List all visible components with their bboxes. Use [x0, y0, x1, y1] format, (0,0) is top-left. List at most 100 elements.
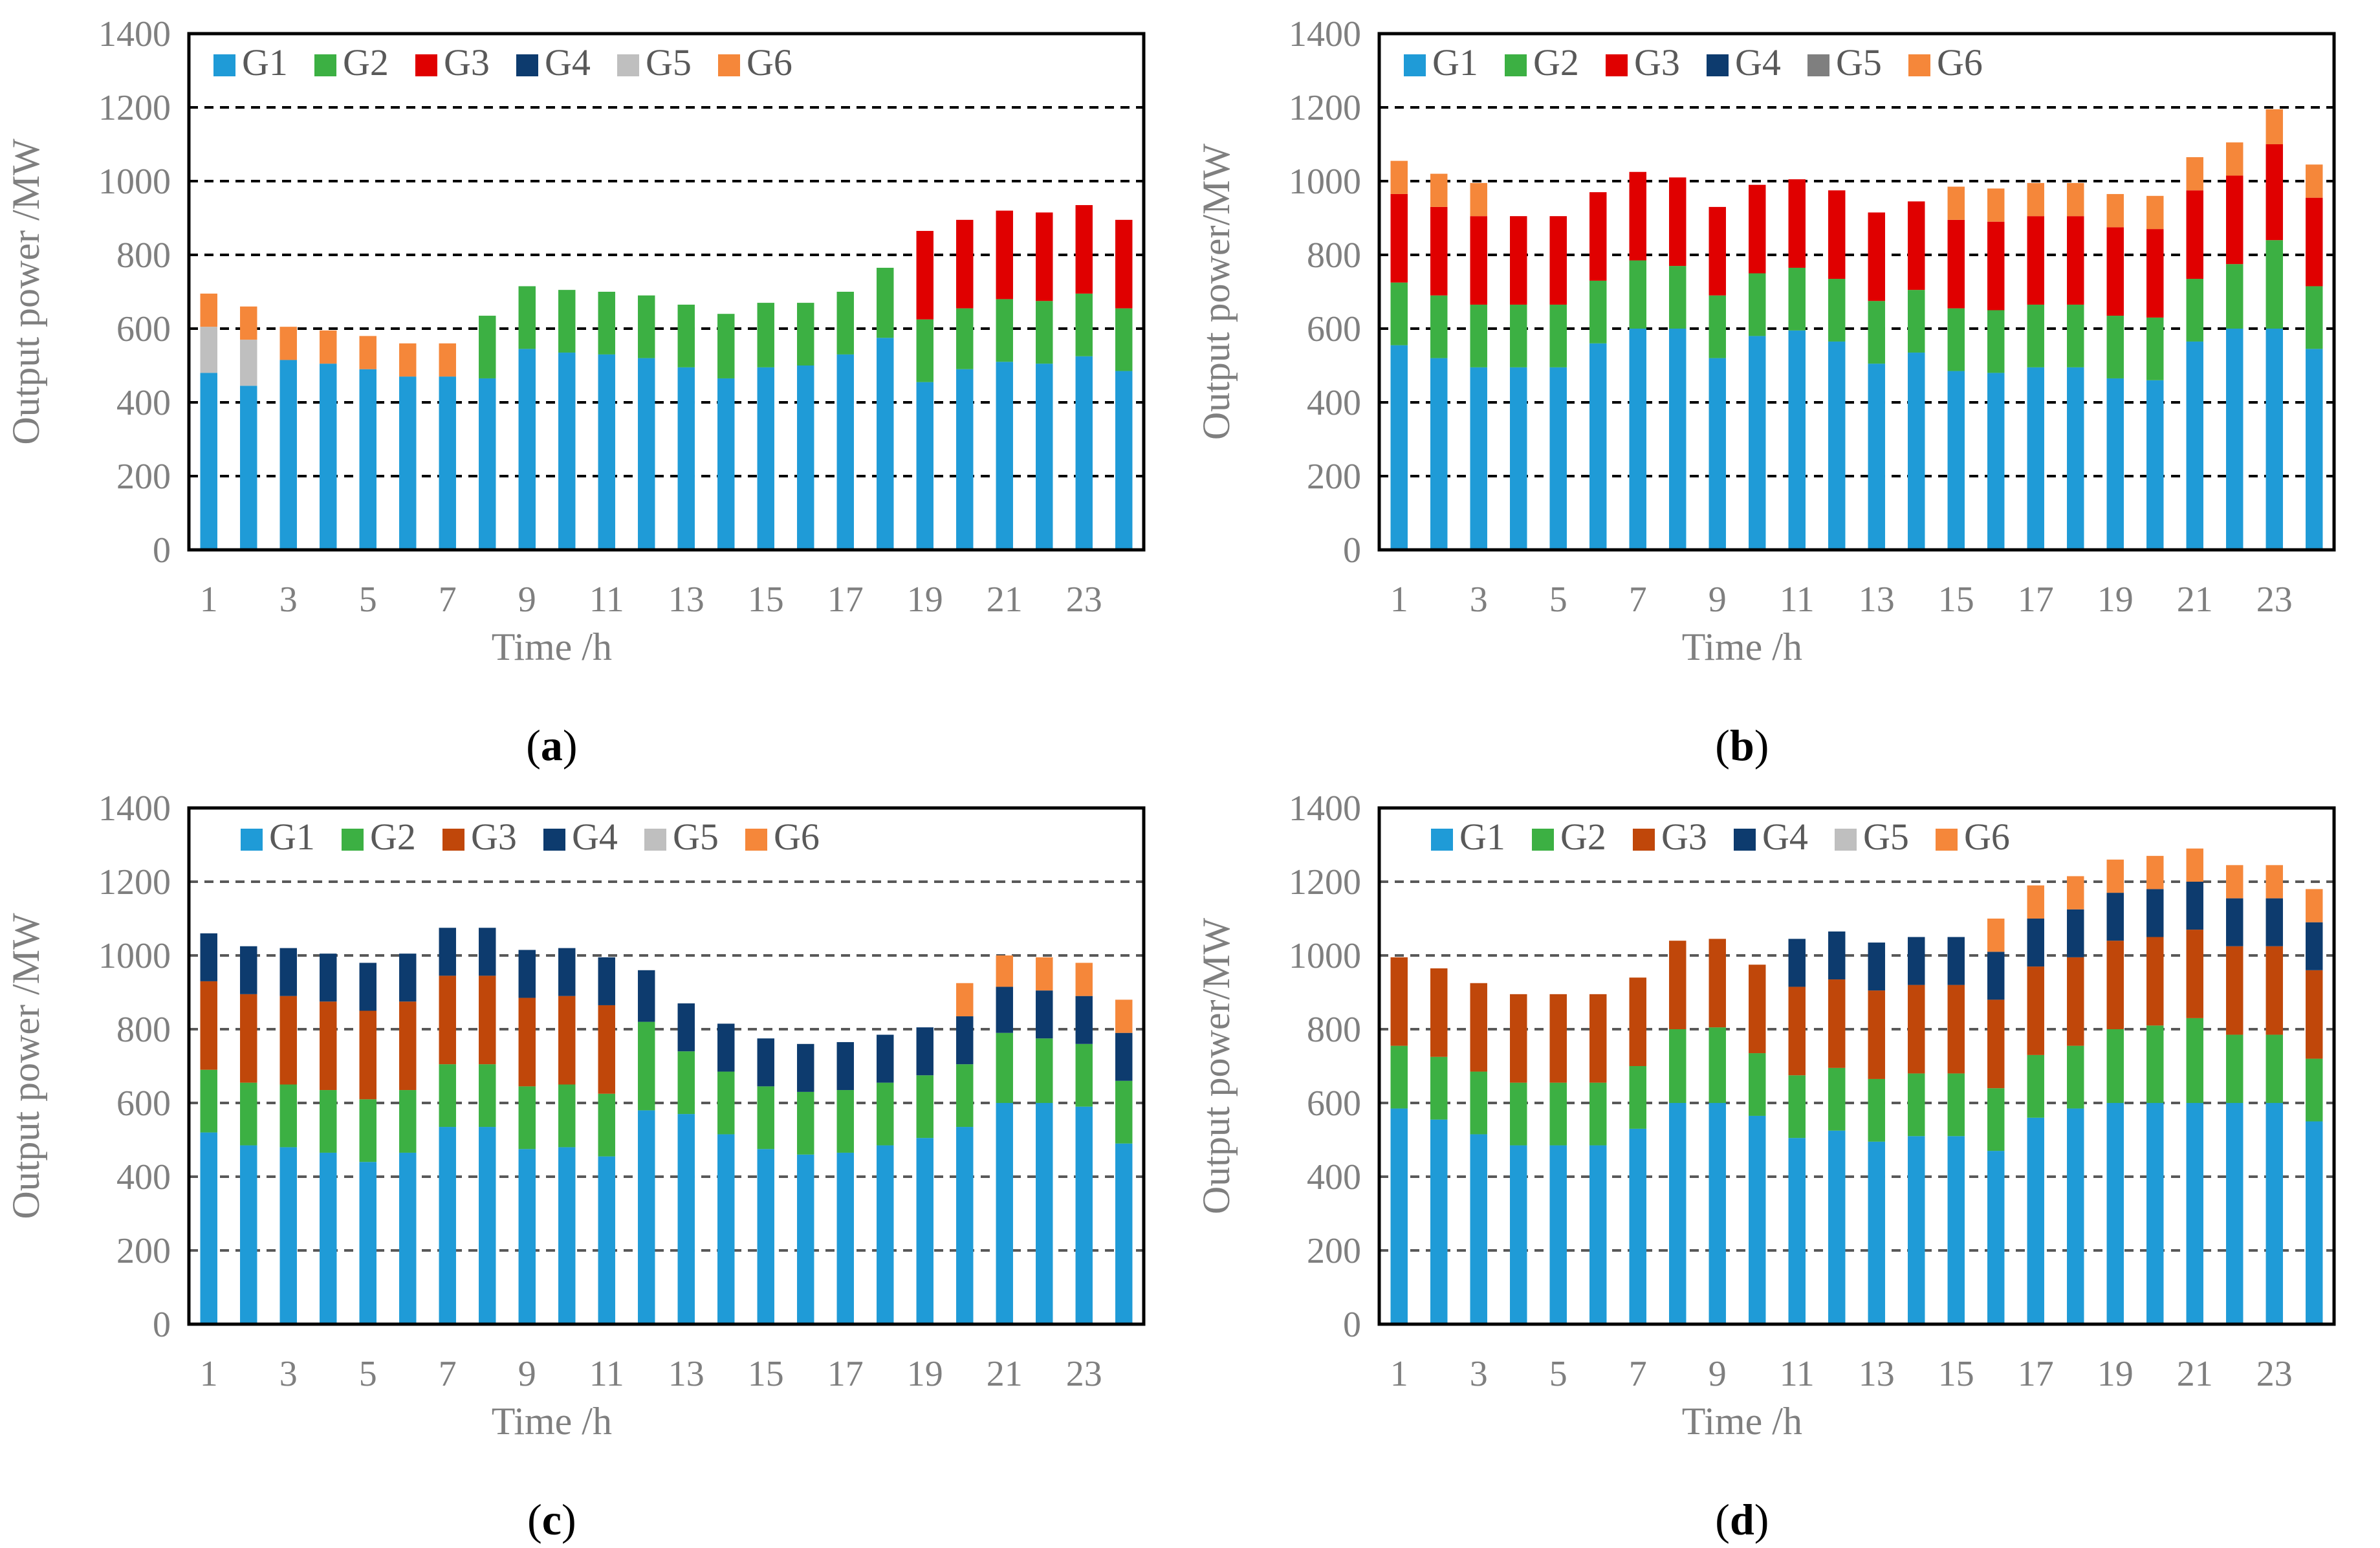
bar-segment-g1 [558, 353, 576, 550]
bar-segment-g3 [1549, 994, 1567, 1083]
bar-segment-g2 [479, 1064, 496, 1128]
bar-segment-g2 [1908, 290, 1925, 353]
legend-swatch-g3 [415, 54, 437, 76]
x-tick-label: 17 [827, 580, 864, 620]
bar-segment-g3 [2186, 930, 2203, 1018]
bar-segment-g6 [996, 955, 1013, 987]
bar-segment-g3 [1908, 985, 1925, 1074]
x-tick-label: 11 [1780, 580, 1815, 620]
bar-segment-g1 [836, 354, 854, 550]
bar-segment-g6 [2067, 876, 2084, 910]
bar-segment-g1 [1390, 1108, 1408, 1324]
bar-segment-g4 [558, 948, 576, 996]
bar-segment-g2 [677, 304, 695, 367]
bar-segment-g1 [1987, 1151, 2005, 1324]
x-tick-label: 9 [518, 1354, 536, 1394]
bar-segment-g4 [1868, 943, 1885, 991]
y-tick-label: 800 [1307, 1010, 1361, 1050]
bar-segment-g2 [2106, 316, 2124, 378]
subfigure-label: (b) [1715, 721, 1769, 770]
bar-segment-g1 [279, 360, 297, 550]
bar-segment-g2 [1749, 1053, 1766, 1116]
bar-segment-g2 [836, 292, 854, 354]
bar-segment-g6 [399, 343, 417, 377]
bar-segment-g6 [2146, 856, 2164, 889]
legend-label-g5: G5 [1836, 41, 1882, 83]
bar-segment-g1 [1629, 329, 1646, 550]
bar-segment-g2 [1908, 1073, 1925, 1137]
x-tick-label: 9 [1709, 580, 1727, 620]
bar-segment-g3 [1669, 941, 1687, 1029]
y-tick-label: 0 [1343, 1305, 1361, 1345]
legend-label-g2: G2 [1560, 816, 1606, 858]
bar-segment-g2 [1549, 1082, 1567, 1146]
legend-swatch-g3 [1633, 829, 1655, 851]
bar-segment-g1 [1470, 1134, 1487, 1324]
x-tick-label: 3 [279, 1354, 298, 1394]
bar-segment-g1 [240, 386, 257, 550]
bar-segment-g3 [1987, 221, 2005, 311]
bar-segment-g2 [1669, 266, 1687, 329]
bar-segment-g4 [1947, 937, 1965, 985]
bar-segment-g3 [2106, 227, 2124, 316]
bar-segment-g6 [2106, 193, 2124, 228]
bar-segment-g3 [1470, 216, 1487, 305]
bar-segment-g4 [1075, 996, 1093, 1044]
bar-segment-g3 [240, 994, 257, 1083]
bar-segment-g4 [1115, 1032, 1133, 1081]
bar-segment-g3 [1589, 192, 1607, 281]
bar-segment-g2 [677, 1051, 695, 1115]
bar-segment-g1 [717, 378, 735, 550]
bar-segment-g4 [2226, 898, 2244, 946]
bar-segment-g3 [1788, 179, 1806, 268]
bar-segment-g2 [757, 303, 774, 367]
bar-segment-g4 [279, 948, 297, 996]
bar-segment-g2 [598, 1093, 615, 1157]
bar-segment-g3 [1510, 994, 1527, 1083]
x-tick-label: 5 [1549, 580, 1567, 620]
bar-segment-g2 [836, 1090, 854, 1153]
bar-segment-g2 [996, 299, 1013, 362]
legend-label-g4: G4 [572, 816, 618, 858]
x-tick-label: 13 [1859, 1354, 1895, 1394]
bar-segment-g2 [1390, 282, 1408, 345]
legend-swatch-g6 [718, 54, 740, 76]
x-tick-label: 1 [200, 1354, 218, 1394]
bar-segment-g2 [1828, 279, 1846, 342]
x-tick-label: 1 [1390, 1354, 1408, 1394]
x-tick-label: 11 [1780, 1354, 1815, 1394]
bar-segment-g1 [2265, 329, 2283, 550]
bar-segment-g3 [2067, 216, 2084, 305]
x-axis-title: Time /h [1682, 626, 1802, 668]
y-axis-title: Output power /MW [5, 138, 47, 445]
bar-segment-g2 [279, 1084, 297, 1148]
bar-segment-g2 [2146, 317, 2164, 380]
bar-segment-g1 [200, 1132, 217, 1324]
legend-label-g5: G5 [1863, 816, 1909, 858]
bar-segment-g3 [996, 210, 1013, 300]
bar-segment-g2 [2106, 1029, 2124, 1103]
bar-segment-g2 [956, 308, 974, 369]
legend-swatch-g4 [1734, 829, 1756, 851]
x-tick-label: 21 [987, 580, 1023, 620]
bar-segment-g2 [1947, 308, 1965, 371]
bar-segment-g3 [598, 1005, 615, 1094]
bar-segment-g4 [757, 1038, 774, 1087]
bar-segment-g3 [2226, 175, 2244, 265]
bar-segment-g3 [1075, 205, 1093, 294]
bar-segment-g2 [717, 314, 735, 378]
bar-segment-g1 [2106, 378, 2124, 550]
bar-segment-g3 [1987, 999, 2005, 1089]
bar-segment-g1 [1947, 371, 1965, 550]
bar-segment-g4 [1788, 939, 1806, 987]
bar-segment-g4 [717, 1023, 735, 1072]
bar-segment-g3 [1390, 957, 1408, 1046]
bar-segment-g6 [2306, 164, 2323, 198]
x-tick-label: 23 [1066, 1354, 1102, 1394]
x-tick-label: 9 [518, 580, 536, 620]
bar-segment-g3 [1828, 979, 1846, 1068]
x-tick-label: 19 [907, 1354, 943, 1394]
bar-segment-g6 [1075, 963, 1093, 996]
